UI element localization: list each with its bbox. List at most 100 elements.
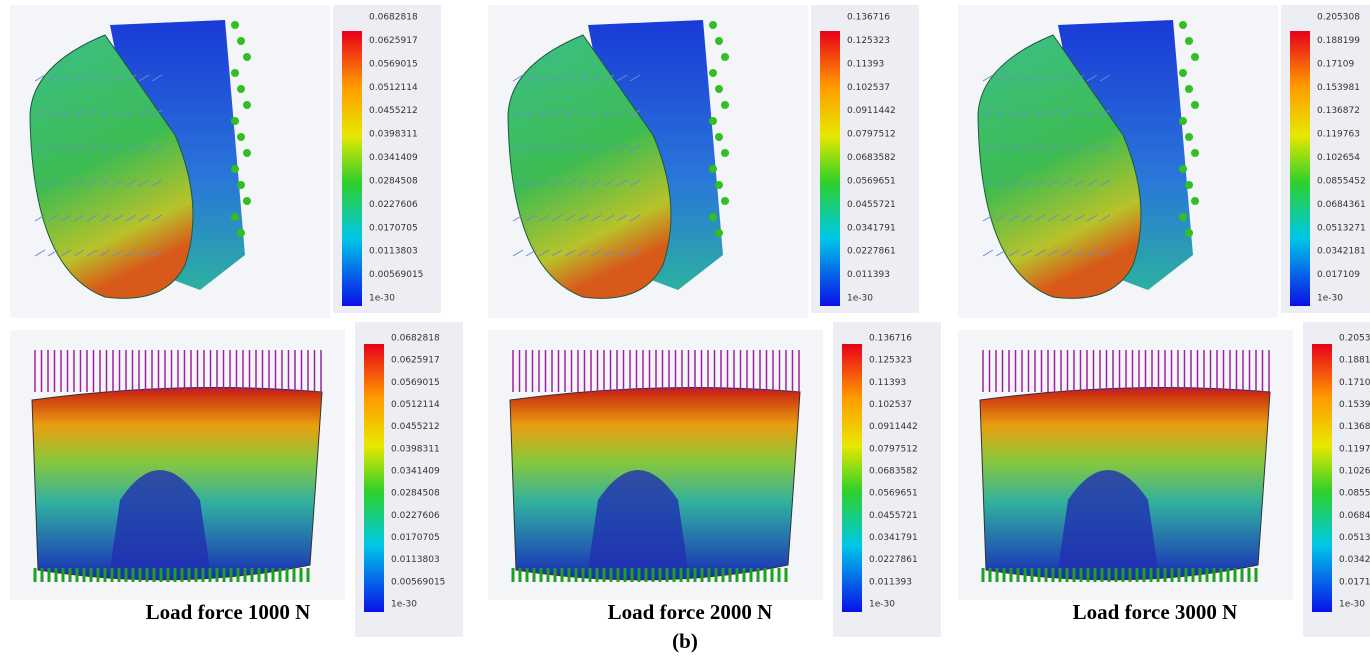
legend-label: 0.017109 xyxy=(1317,270,1360,280)
legend-label: 0.017109 xyxy=(1339,577,1370,587)
fixture xyxy=(721,53,729,61)
top-model xyxy=(488,5,808,318)
fixture xyxy=(231,21,239,29)
fixture xyxy=(1191,53,1199,61)
legend-label: 0.0341791 xyxy=(869,533,918,543)
caption: Load force 1000 N xyxy=(146,600,311,624)
color-bar xyxy=(1290,31,1310,306)
legend-label: 0.00569015 xyxy=(369,270,423,280)
legend-label: 0.119763 xyxy=(1339,444,1370,454)
legend-label: 0.205308 xyxy=(1339,334,1370,344)
legend-label: 0.0227606 xyxy=(369,200,418,210)
top-model xyxy=(10,5,330,318)
fixture xyxy=(231,117,239,125)
figure-label: (b) xyxy=(672,629,698,653)
legend-label: 0.0625917 xyxy=(369,36,418,46)
legend-label: 0.0341409 xyxy=(391,467,440,477)
fixture xyxy=(715,181,723,189)
legend-label: 0.0797512 xyxy=(847,130,896,140)
fixture xyxy=(1191,149,1199,157)
fixture xyxy=(231,69,239,77)
legend-label: 0.011393 xyxy=(847,270,890,280)
fixture xyxy=(715,85,723,93)
fixture xyxy=(1179,69,1187,77)
legend-label: 0.102654 xyxy=(1317,153,1360,163)
legend-label: 0.0113803 xyxy=(391,555,440,565)
legend-label: 0.0170705 xyxy=(391,533,440,543)
fixture xyxy=(231,213,239,221)
fixture xyxy=(715,133,723,141)
legend-label: 0.0512114 xyxy=(391,400,440,410)
legend-label: 0.11393 xyxy=(869,378,906,388)
legend-label: 0.0682818 xyxy=(391,334,440,344)
bottom-model xyxy=(488,330,823,600)
legend-label: 0.11393 xyxy=(847,59,884,69)
fixture xyxy=(1185,133,1193,141)
legend-label: 0.0455212 xyxy=(391,422,440,432)
legend-label: 0.188199 xyxy=(1317,36,1360,46)
legend-label: 0.0455721 xyxy=(869,511,918,521)
legend-label: 0.0911442 xyxy=(869,422,918,432)
legend-label: 0.0227861 xyxy=(869,555,918,565)
legend-label: 0.0684361 xyxy=(1339,511,1370,521)
legend-label: 0.102537 xyxy=(847,83,890,93)
legend-label: 0.0512114 xyxy=(369,83,418,93)
legend-label: 0.0227606 xyxy=(391,511,440,521)
fixture xyxy=(1191,197,1199,205)
legend-label: 0.102537 xyxy=(869,400,912,410)
legend-label: 0.0855452 xyxy=(1339,489,1370,499)
legend-label: 0.0284508 xyxy=(391,489,440,499)
fixture xyxy=(237,37,245,45)
fixture xyxy=(709,117,717,125)
legend-label: 0.0227861 xyxy=(847,247,896,257)
legend-label: 0.153981 xyxy=(1317,83,1360,93)
fixture xyxy=(243,53,251,61)
legend-label: 0.0569015 xyxy=(369,59,418,69)
legend-label: 0.00569015 xyxy=(391,577,445,587)
legend-label: 1e-30 xyxy=(391,600,417,610)
color-bar xyxy=(364,344,384,612)
legend-label: 0.0342181 xyxy=(1317,247,1366,257)
fixture xyxy=(1179,213,1187,221)
legend-label: 0.0341791 xyxy=(847,223,896,233)
legend-label: 0.0513271 xyxy=(1339,533,1370,543)
legend-label: 0.0455212 xyxy=(369,106,418,116)
top-model xyxy=(958,5,1278,318)
fixture xyxy=(231,165,239,173)
fixture xyxy=(243,197,251,205)
legend-label: 0.119763 xyxy=(1317,130,1360,140)
legend-label: 0.125323 xyxy=(869,356,912,366)
fixture xyxy=(709,69,717,77)
legend-label: 0.0341409 xyxy=(369,153,418,163)
color-bar xyxy=(1312,344,1332,612)
legend-label: 1e-30 xyxy=(869,600,895,610)
legend-label: 0.0569015 xyxy=(391,378,440,388)
legend-label: 0.0342181 xyxy=(1339,555,1370,565)
fixture xyxy=(1179,117,1187,125)
legend-label: 0.0625917 xyxy=(391,356,440,366)
bottom-model xyxy=(958,330,1293,600)
fixture xyxy=(715,229,723,237)
legend-label: 0.153981 xyxy=(1339,400,1370,410)
legend-label: 0.0911442 xyxy=(847,106,896,116)
legend-label: 0.0569651 xyxy=(847,176,896,186)
fixture xyxy=(237,85,245,93)
fixture xyxy=(237,229,245,237)
legend-label: 0.0683582 xyxy=(847,153,896,163)
fixture xyxy=(237,181,245,189)
legend-label: 1e-30 xyxy=(1339,600,1365,610)
legend-label: 0.205308 xyxy=(1317,13,1360,23)
legend-label: 0.0170705 xyxy=(369,223,418,233)
fixture xyxy=(709,165,717,173)
fixture xyxy=(721,149,729,157)
legend-label: 1e-30 xyxy=(847,294,873,304)
legend-label: 0.0398311 xyxy=(369,130,418,140)
legend-label: 0.0797512 xyxy=(869,444,918,454)
caption: Load force 2000 N xyxy=(608,600,773,624)
legend-label: 0.0569651 xyxy=(869,489,918,499)
color-bar xyxy=(820,31,840,306)
legend-label: 0.0683582 xyxy=(869,467,918,477)
legend-label: 0.0284508 xyxy=(369,176,418,186)
fixture xyxy=(1179,21,1187,29)
fixture xyxy=(1185,229,1193,237)
